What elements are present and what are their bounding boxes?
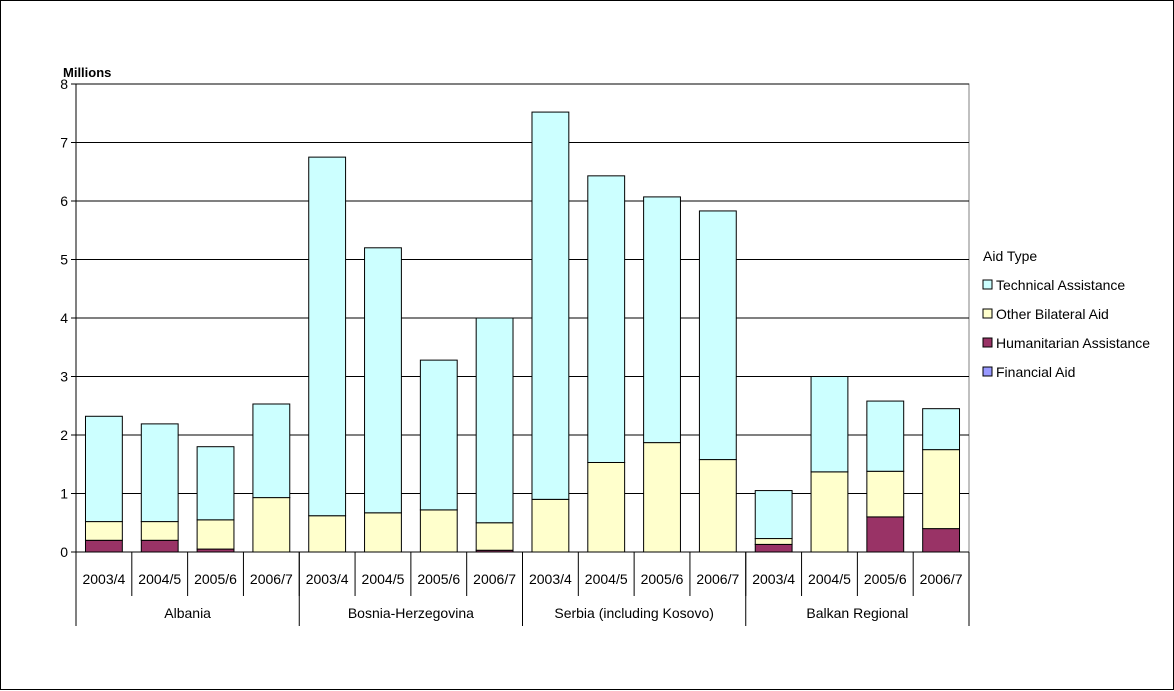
bars: [84, 111, 961, 553]
x-tick-label: 2005/6: [417, 571, 460, 587]
y-unit-label: Millions: [63, 65, 111, 80]
bar-segment: [754, 490, 793, 540]
y-tick-label: 3: [60, 369, 68, 385]
bar-segment: [531, 498, 570, 553]
x-tick-label: 2006/7: [250, 571, 293, 587]
bar-segment: [419, 509, 458, 553]
x-tick-label: 2004/5: [585, 571, 628, 587]
group-label: Serbia (including Kosovo): [554, 605, 714, 621]
y-tick-label: 2: [60, 427, 68, 443]
x-tick-label: 2004/5: [362, 571, 405, 587]
group-label: Bosnia-Herzegovina: [348, 605, 474, 621]
bar-segment: [643, 196, 681, 444]
axes: 0 1 2 3 4 5 6 7 8 2003/4 2004/5 2005/6 2006/7 Albania…: [60, 76, 970, 626]
y-tick-label: 5: [60, 252, 68, 268]
legend-entry: Other Bilateral Aid: [996, 306, 1109, 322]
legend-swatch: [982, 308, 993, 319]
x-tick-label: 2003/4: [529, 571, 572, 587]
bar-segment: [252, 497, 291, 553]
bar-segment: [252, 403, 291, 499]
bar-segment: [84, 521, 123, 541]
bar-segment: [810, 471, 849, 553]
bar-segment: [364, 247, 402, 514]
legend-entry: Financial Aid: [996, 364, 1075, 380]
legend-entry: Humanitarian Assistance: [996, 335, 1150, 351]
bar-segment: [419, 359, 458, 511]
x-tick-label: 2003/4: [306, 571, 349, 587]
bar-segment: [866, 470, 905, 518]
bar-segment: [140, 521, 179, 541]
bar-segment: [475, 317, 514, 524]
bar-segment: [922, 528, 961, 553]
x-tick-label: 2006/7: [696, 571, 739, 587]
x-tick-label: 2004/5: [138, 571, 181, 587]
x-tick-label: 2003/4: [82, 571, 125, 587]
bar-segment: [196, 446, 235, 521]
y-tick-label: 6: [60, 193, 68, 209]
y-tick-label: 0: [60, 544, 68, 560]
x-tick-label: 2005/6: [194, 571, 237, 587]
y-tick-label: 1: [60, 486, 68, 502]
x-tick-label: 2006/7: [473, 571, 516, 587]
group-label: Albania: [164, 605, 211, 621]
bar-segment: [643, 442, 681, 553]
bar-segment: [140, 539, 179, 553]
x-tick-label: 2005/6: [864, 571, 907, 587]
bar-segment: [698, 210, 737, 461]
group-label: Balkan Regional: [806, 605, 908, 621]
bar-segment: [140, 423, 179, 523]
bar-segment: [587, 175, 626, 463]
x-tick-label: 2003/4: [752, 571, 795, 587]
bar-segment: [922, 408, 961, 451]
bar-segment: [866, 516, 905, 553]
legend-swatch: [982, 279, 993, 290]
legend-title: Aid Type: [983, 248, 1037, 264]
bar-segment: [810, 376, 849, 473]
y-tick-label: 4: [60, 310, 68, 326]
bar-segment: [475, 522, 514, 551]
bar-segment: [308, 515, 347, 553]
bar-segment: [84, 539, 123, 553]
bar-segment: [754, 538, 793, 545]
bar-segment: [531, 111, 570, 500]
bar-segment: [754, 543, 793, 553]
bar-segment: [698, 459, 737, 553]
y-tick-label: 7: [60, 135, 68, 151]
bar-segment: [364, 512, 402, 553]
x-tick-label: 2006/7: [920, 571, 963, 587]
bar-segment: [587, 461, 626, 553]
x-tick-label: 2004/5: [808, 571, 851, 587]
legend-swatch: [982, 366, 993, 377]
bar-segment: [922, 449, 961, 530]
y-tick-label: 8: [60, 76, 68, 92]
bar-segment: [84, 415, 123, 523]
bar-segment: [196, 519, 235, 550]
x-tick-label: 2005/6: [641, 571, 684, 587]
bar-segment: [308, 156, 347, 517]
legend: Aid Type Technical Assistance Other Bilat…: [982, 248, 1150, 380]
bar-segment: [866, 400, 905, 472]
legend-entry: Technical Assistance: [996, 277, 1125, 293]
legend-swatch: [982, 337, 993, 348]
